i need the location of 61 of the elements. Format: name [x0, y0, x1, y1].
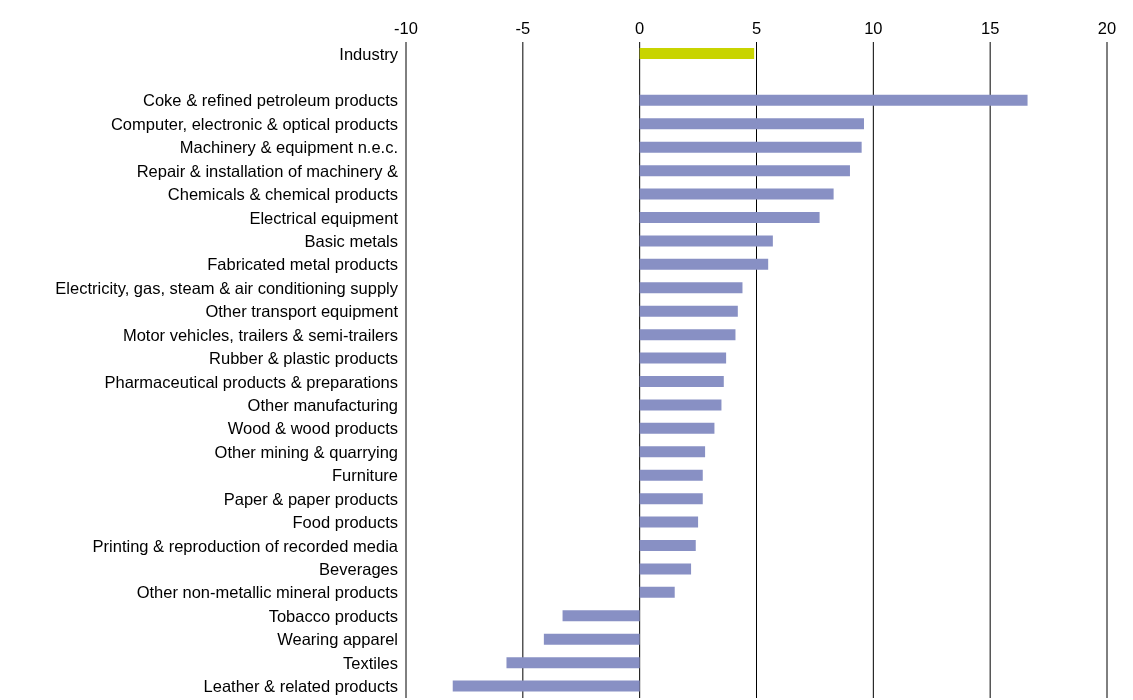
bar — [639, 94, 1028, 106]
x-tick-label: 20 — [1097, 19, 1117, 37]
x-tick-label: -10 — [394, 19, 418, 37]
bar — [639, 141, 862, 153]
bar — [639, 446, 706, 458]
bar — [639, 352, 727, 364]
y-tick-label: Paper & paper products — [223, 489, 398, 508]
y-tick-label: Food products — [292, 513, 398, 532]
y-tick-label: Basic metals — [304, 232, 398, 250]
y-tick-label: Computer, electronic & optical products — [110, 114, 398, 133]
y-tick-label: Machinery & equipment n.e.c. — [179, 138, 398, 157]
bar — [639, 165, 850, 177]
bar — [639, 493, 703, 505]
bar — [639, 563, 692, 575]
bar — [639, 329, 736, 341]
y-tick-label: Leather & related products — [203, 677, 398, 696]
bar — [639, 586, 675, 598]
bar — [562, 610, 640, 622]
y-tick-label: Industry — [339, 44, 399, 63]
y-tick-label: Textiles — [342, 653, 398, 672]
y-tick-label: Beverages — [319, 560, 398, 578]
bar — [639, 516, 699, 528]
y-tick-label: Fabricated metal products — [207, 255, 398, 274]
y-tick-label: Motor vehicles, trailers & semi-trailers — [122, 325, 398, 344]
y-tick-label: Coke & refined petroleum products — [143, 91, 398, 110]
bar — [639, 540, 696, 551]
y-tick-label: Other non-metallic mineral products — [136, 583, 398, 602]
bar — [639, 118, 864, 130]
x-tick-label: 5 — [751, 19, 762, 37]
bar — [639, 399, 722, 411]
bar — [639, 212, 820, 223]
y-tick-label: Printing & reproduction of recorded media — [92, 536, 399, 555]
x-tick-label: 10 — [864, 19, 883, 37]
y-tick-label: Wood & wood products — [227, 419, 398, 438]
bar — [639, 376, 724, 387]
bar — [639, 235, 773, 247]
y-tick-label: Electricity, gas, steam & air conditioning supply — [55, 278, 399, 297]
x-tick-label: -5 — [515, 19, 531, 37]
y-tick-label: Other manufacturing — [247, 396, 398, 414]
bar — [506, 657, 640, 669]
x-tick-label: 15 — [980, 19, 1000, 37]
y-tick-label: Other transport equipment — [205, 302, 399, 321]
bar — [639, 258, 769, 270]
y-tick-label: Other mining & quarrying — [214, 442, 398, 461]
y-tick-label: Repair & installation of machinery & — [136, 161, 398, 180]
bar — [639, 422, 715, 434]
bar — [543, 633, 640, 645]
bar — [639, 305, 738, 317]
x-tick-label: 0 — [635, 19, 645, 37]
y-tick-label: Wearing apparel — [277, 630, 398, 649]
y-tick-label: Rubber & plastic products — [209, 349, 398, 368]
bar — [639, 282, 743, 294]
y-tick-label: Electrical equipment — [249, 208, 399, 227]
y-tick-label: Tobacco products — [268, 606, 398, 625]
bar — [639, 469, 703, 481]
bar — [639, 188, 834, 200]
bar — [452, 680, 640, 692]
y-tick-label: Chemicals & chemical products — [167, 185, 398, 204]
y-tick-label: Furniture — [331, 466, 398, 485]
bar — [639, 48, 755, 59]
y-tick-label: Pharmaceutical products & preparations — [104, 372, 398, 391]
